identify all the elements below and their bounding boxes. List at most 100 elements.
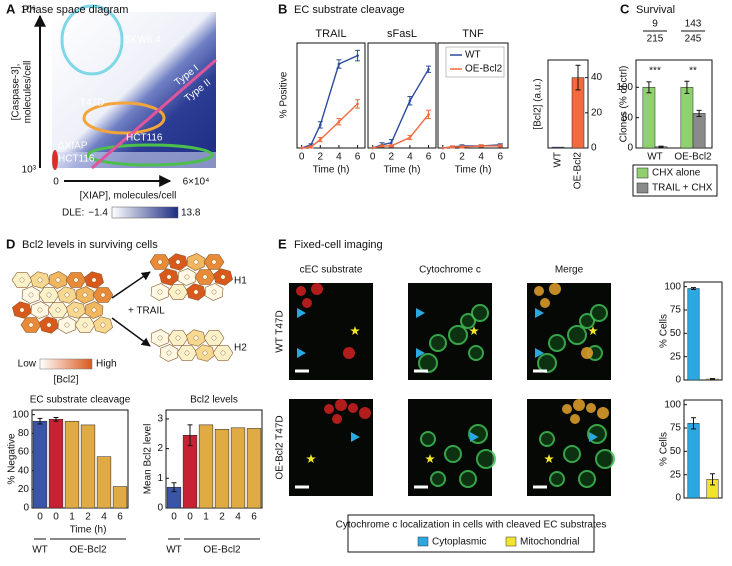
x-tick-label: 0 [370, 152, 376, 163]
y-tick-label: 0 [157, 503, 163, 514]
red-cell [324, 404, 334, 414]
green-cell [468, 345, 484, 361]
group-label: OE-Bcl2 [203, 545, 241, 556]
y-axis-label: % Negative [7, 433, 18, 485]
x-tick-label: 0 [53, 512, 59, 523]
legend-box [445, 46, 505, 78]
cell-nucleus [64, 322, 70, 328]
plot-frame [296, 42, 366, 149]
red-cell [359, 407, 371, 419]
green-cell [537, 353, 557, 373]
column-title: Cytochrome c [419, 265, 481, 276]
y-tick-label: 100 [12, 409, 29, 420]
point [451, 145, 454, 149]
y-tick-label: 20 [591, 107, 603, 118]
cell-nucleus [91, 277, 97, 283]
point [356, 102, 359, 106]
x-tick-label: 0 [440, 152, 446, 163]
cell-nucleus [55, 307, 61, 313]
y-tick-label: 0 [675, 375, 681, 386]
red-cell [348, 403, 358, 413]
y-tick-label: 100 [664, 281, 681, 292]
x-tick-label: 6 [117, 512, 123, 523]
cell-nucleus [211, 259, 217, 265]
y-tick-label: 0 [23, 503, 29, 514]
green-cell [595, 449, 615, 469]
cell-nucleus [166, 274, 172, 280]
x-axis-label: [XIAP], molecules/cell [80, 191, 177, 202]
row-label: WT T47D [275, 310, 286, 352]
bar [687, 288, 700, 381]
red-cell [311, 283, 323, 295]
plot-frame [437, 42, 509, 149]
y-axis-label: Mean Bcl2 level [143, 424, 154, 495]
cell-nucleus [202, 350, 208, 356]
green-cell [444, 445, 462, 463]
green-cell [418, 353, 438, 373]
arrowhead [297, 348, 306, 358]
panel-title: EC substrate cleavage [294, 4, 405, 16]
y-tick-label: 2 [157, 443, 163, 454]
arrow [111, 317, 151, 347]
bar [551, 146, 565, 149]
x-tick-label: 2 [389, 152, 395, 163]
x-tick-label: 0 [37, 512, 43, 523]
x-tick-label: 4 [336, 152, 342, 163]
y-tick-label: 100 [664, 399, 681, 410]
y-axis-label: % Cells [659, 432, 670, 466]
plot-frame [165, 409, 263, 509]
red-cell [549, 283, 561, 295]
arrowhead [351, 432, 360, 442]
bar [198, 424, 214, 509]
red-cell [302, 298, 312, 308]
column-title: cEC substrate [300, 265, 363, 276]
region-label: HCT116 [126, 133, 163, 144]
chart-title: EC substrate cleavage [30, 395, 131, 406]
arrow [111, 271, 151, 299]
cell-nucleus [193, 335, 199, 341]
colorbar-label: DLE: [62, 208, 84, 219]
x-axis-label: Time (h) [455, 165, 492, 176]
scale-low: Low [18, 359, 37, 370]
y-tick-label: 50 [670, 446, 682, 457]
green-cell [420, 431, 436, 447]
star-marker [544, 454, 554, 463]
y-tick-label: 75 [670, 423, 682, 434]
cell-nucleus [157, 335, 163, 341]
x-axis-label: Time (h) [70, 525, 107, 536]
point [479, 144, 483, 148]
green-cell [567, 325, 587, 345]
legend-label: Cytoplasmic [432, 537, 486, 548]
point [389, 144, 393, 148]
cell-nucleus [211, 335, 217, 341]
point [460, 145, 464, 149]
arrowhead [589, 432, 598, 442]
arrowhead [535, 308, 544, 318]
cell-nucleus [202, 274, 208, 280]
red-cell [335, 399, 347, 411]
green-cell [549, 471, 565, 487]
bar [680, 87, 694, 149]
cell-nucleus [175, 259, 181, 265]
cell-nucleus [175, 335, 181, 341]
legend-swatch [417, 536, 429, 547]
colorbar-min: −1.4 [88, 208, 108, 219]
cell-nucleus [175, 289, 181, 295]
y-axis-label: [Bcl2] (a.u.) [533, 78, 544, 129]
x-axis-label: Time (h) [384, 165, 421, 176]
x-axis-label: Time (h) [313, 165, 350, 176]
cell-nucleus [73, 277, 79, 283]
scale-high: High [96, 359, 117, 370]
red-cell [597, 407, 609, 419]
x-tick-label: 6 [426, 152, 432, 163]
bar [64, 420, 80, 509]
x-tick-label: 0 [187, 512, 193, 523]
region-label: ΔXIAP [58, 141, 88, 152]
x-tick-label: OE-Bcl2 [674, 152, 712, 163]
green-cell [579, 313, 595, 329]
red-cell [296, 286, 306, 296]
arrowhead [297, 308, 306, 318]
legend-swatch [636, 182, 649, 194]
cell-nucleus [184, 350, 190, 356]
